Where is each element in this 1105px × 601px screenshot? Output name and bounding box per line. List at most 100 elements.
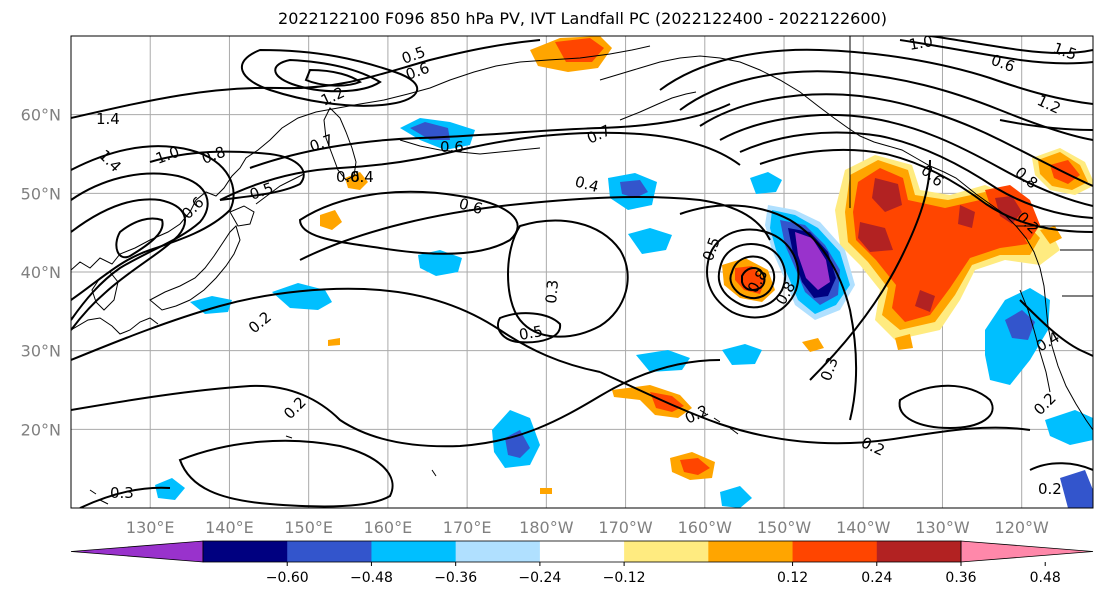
- coast-alaska-west: [619, 91, 697, 121]
- colorbar-tick-label: −0.24: [518, 570, 561, 586]
- negative-region-subtropical: [636, 350, 690, 372]
- colorbar-frame: [202, 540, 962, 563]
- contour-ne-b: [929, 36, 1093, 54]
- positive-region-coast-darkred: [995, 196, 1022, 224]
- contour-south-loop-b: [79, 486, 171, 508]
- lon-tick-label: 170°E: [443, 518, 492, 537]
- contour-label: 0.5: [518, 322, 545, 344]
- coast-aleutians: [399, 139, 541, 155]
- lon-tick-label: 180°W: [519, 518, 574, 537]
- contour-west-b: [71, 172, 209, 321]
- shading-layer: [155, 36, 1093, 508]
- contour-0p2-east: [599, 371, 1031, 445]
- positive-region-mid-pacific-red: [735, 266, 765, 294]
- colorbar: −0.60 −0.48 −0.36 −0.24 −0.12 0.12 0.24 0.36 0.4…: [70, 540, 1094, 586]
- contour-0p2-south: [71, 359, 721, 448]
- contour-0p2-north: [71, 39, 541, 119]
- negative-region-japan: [190, 296, 232, 314]
- contour-0p4-arc: [299, 196, 771, 261]
- positive-region-tiny-a: [802, 338, 824, 352]
- positive-region-tiny-b: [895, 334, 913, 350]
- lon-tick-label: 160°E: [364, 518, 413, 537]
- colorbar-tick-label: −0.48: [350, 570, 393, 586]
- coast-hawaii: [699, 409, 739, 435]
- lon-tick-label: 150°W: [757, 518, 812, 537]
- lon-tick-label: 150°E: [284, 518, 333, 537]
- contour-label: 1.4: [96, 110, 120, 128]
- colorbar-tick-label: 0.36: [945, 570, 976, 586]
- gridlines: [71, 36, 1093, 508]
- coast-kamchatka: [323, 107, 357, 181]
- positive-region-gulf-darkred-b: [858, 222, 893, 252]
- lon-tick-label: 160°W: [678, 518, 733, 537]
- coast-kurils: [255, 173, 305, 205]
- colorbar-tick-label: −0.60: [266, 570, 309, 586]
- negative-region-mid-pacific-purple: [795, 232, 830, 290]
- colorbar-tick-label: 0.48: [1030, 570, 1061, 586]
- negative-region-dateline-blue: [620, 180, 648, 198]
- colorbar-segment: [371, 541, 457, 562]
- contour-se-loop: [1029, 462, 1093, 471]
- positive-region-west-small: [320, 210, 342, 230]
- colorbar-segment: [876, 541, 962, 562]
- figure-title: 2022122100 F096 850 hPa PV, IVT Landfall…: [278, 9, 887, 28]
- lat-tick-labels: 20°N 30°N 40°N 50°N 60°N: [21, 106, 61, 440]
- coast-japan: [149, 225, 241, 311]
- colorbar-segment: [203, 541, 288, 562]
- contour-alaska-a: [659, 48, 1093, 105]
- negative-region-south-b: [720, 486, 752, 508]
- lon-tick-label: 130°E: [126, 518, 175, 537]
- contour-0p7: [249, 103, 731, 169]
- positive-region-gulf-darkred-d: [915, 290, 935, 312]
- negative-region-150w: [750, 172, 782, 194]
- positive-region-gulf-darkred-a: [872, 178, 902, 212]
- coast-china: [71, 317, 159, 335]
- pv-contours: [71, 36, 1093, 508]
- contour-low-b: [717, 243, 787, 309]
- contour-label: 0.6: [336, 168, 360, 186]
- positive-region-gulf-darkred-c: [958, 205, 975, 228]
- coast-asia: [71, 45, 651, 271]
- lat-tick-label: 20°N: [21, 420, 61, 439]
- coast-islands-south: [89, 435, 437, 505]
- coast-hokkaido: [229, 205, 255, 227]
- lon-tick-labels: 130°E 140°E 150°E 160°E 170°E 180°W 170°W 160°W…: [126, 518, 1049, 537]
- colorbar-tick-label: −0.36: [434, 570, 477, 586]
- contour-0p2-band: [71, 287, 601, 373]
- colorbar-tick-label: 0.24: [861, 570, 892, 586]
- contour-label: 0.3: [110, 484, 134, 502]
- colorbar-extend-low: [70, 540, 204, 563]
- positive-region-tiny-d: [328, 338, 340, 346]
- contour-0p5-band: [219, 131, 741, 201]
- coast-alaska: [599, 55, 977, 195]
- negative-region-central: [418, 250, 462, 276]
- contour-low-a: [706, 228, 800, 319]
- colorbar-segment: [708, 541, 794, 562]
- contour-alaska-c: [699, 93, 1093, 187]
- positive-region-tiny-c: [540, 488, 552, 494]
- contour-sw-coast: [1019, 299, 1093, 357]
- negative-region-mexico-blue: [1060, 470, 1093, 508]
- lon-tick-label: 140°W: [836, 518, 891, 537]
- contour-west-e: [149, 150, 305, 201]
- contour-0p3-east: [809, 159, 931, 381]
- contour-label: 0.4: [350, 168, 374, 186]
- colorbar-tick-label: 0.12: [777, 570, 808, 586]
- contour-low-c: [729, 255, 776, 300]
- contour-south-loop: [178, 439, 394, 508]
- negative-region-170w: [628, 228, 672, 254]
- contour-north-a: [240, 48, 418, 107]
- contour-label: 0.4: [573, 172, 601, 196]
- colorbar-segment: [539, 541, 625, 562]
- lon-tick-label: 170°W: [598, 518, 653, 537]
- colorbar-segment: [287, 541, 372, 562]
- colorbar-segment: [792, 541, 878, 562]
- contour-0p3-central: [679, 204, 858, 421]
- colorbar-extend-high: [960, 540, 1094, 563]
- contour-low-d: [741, 267, 766, 291]
- contour-alaska-b: [679, 70, 1093, 141]
- negative-region-baja-blue: [1005, 310, 1035, 340]
- contour-0p3-loop: [507, 219, 629, 338]
- contour-0p6-loop: [298, 190, 519, 255]
